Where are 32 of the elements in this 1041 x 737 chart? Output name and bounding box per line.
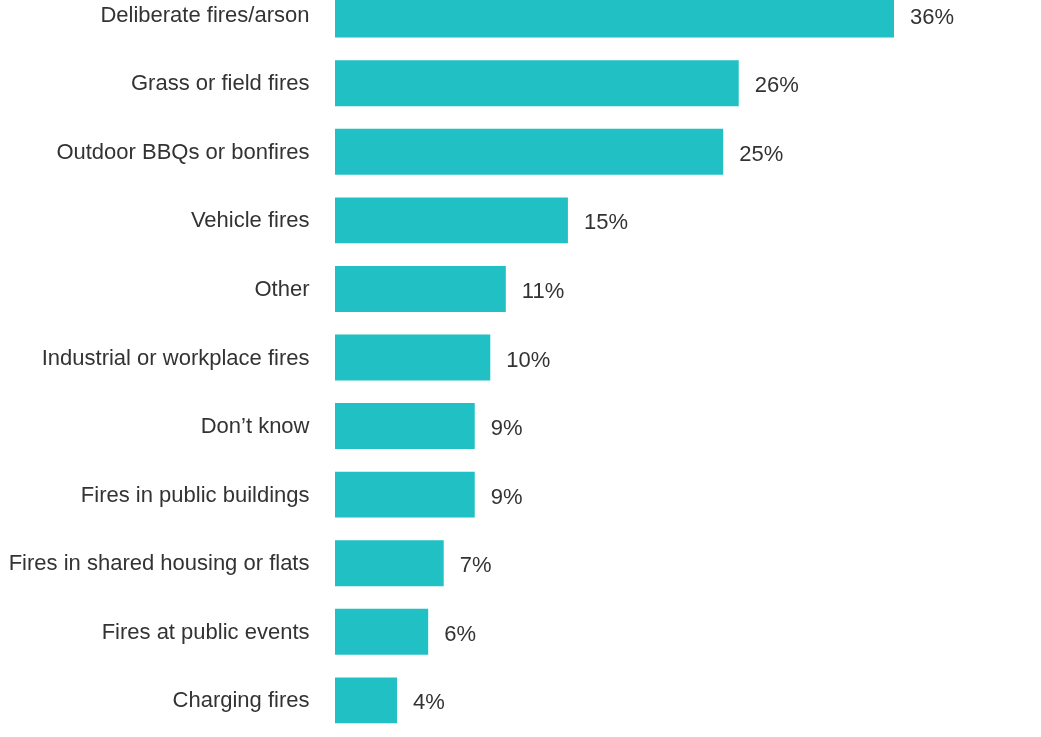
bar [335,540,444,587]
y-tick-label: Vehicle fires [190,207,310,233]
bar [335,403,475,450]
bar [335,128,724,175]
data-label: 9% [490,415,523,441]
bar [335,60,739,107]
data-label: 25% [739,140,784,166]
bar [335,197,568,244]
y-tick-label: Don’t know [200,413,310,439]
y-tick-label: Fires at public events [101,618,310,644]
y-tick-label: Grass or field fires [131,70,310,96]
data-label: 15% [583,209,628,235]
y-tick-label: Fires in shared housing or flats [8,550,310,576]
data-label: 7% [459,552,492,578]
data-label: 36% [910,3,955,29]
y-tick-label: Deliberate fires/arson [100,1,310,27]
data-label: 6% [444,620,476,646]
y-tick-label: Charging fires [172,687,310,713]
y-tick-label: Industrial or workplace fires [41,344,310,370]
data-label: 10% [506,346,551,372]
bar [335,334,491,381]
y-tick-label: Fires in public buildings [80,481,310,507]
data-label: 26% [754,72,799,98]
data-label: 11% [521,277,565,303]
bar [335,471,475,518]
y-tick-label: Other [254,275,310,301]
data-label: 9% [490,483,523,509]
bar [335,265,506,312]
data-label: 4% [413,689,445,715]
y-tick-label: Outdoor BBQs or bonfires [56,138,310,164]
bar [335,677,398,724]
bar [335,608,429,655]
